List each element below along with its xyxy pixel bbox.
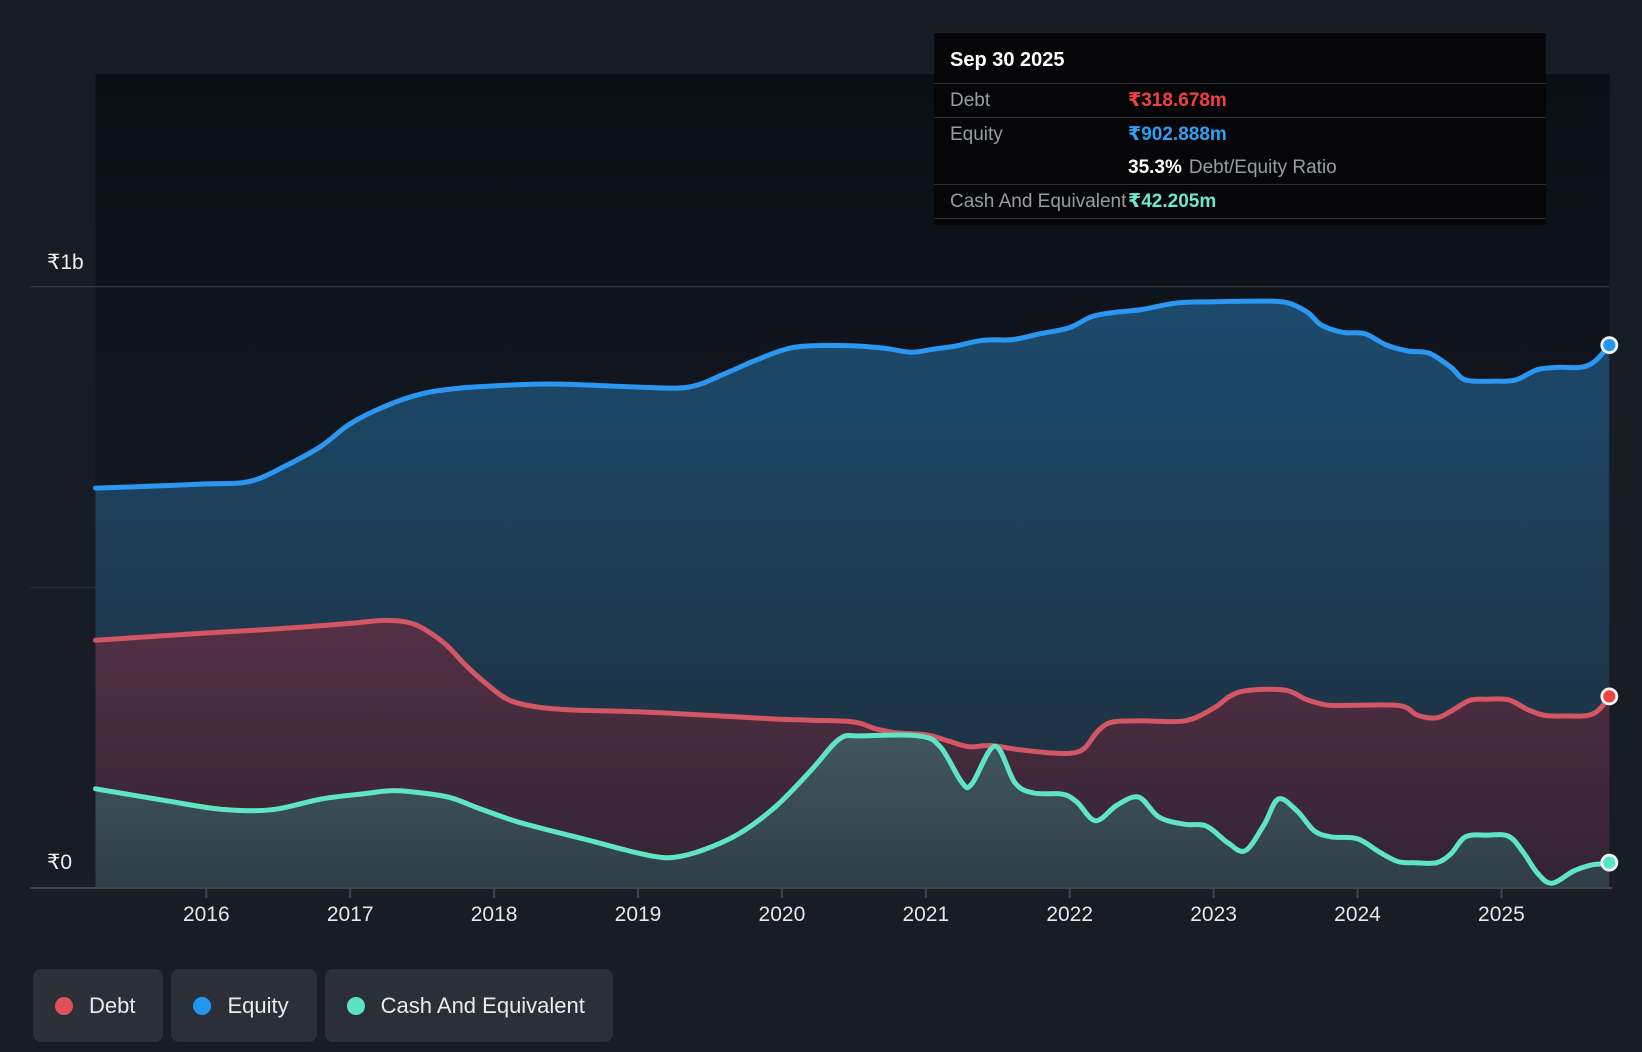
x-axis-label-2019: 2019	[614, 903, 662, 926]
line-debt	[93, 617, 1612, 757]
chart-tooltip: Sep 30 2025 Debt ₹318.678m Equity ₹902.8…	[934, 33, 1546, 225]
line-equity	[93, 298, 1612, 491]
area-cash-and-equivalent	[95, 734, 1610, 888]
x-axis-label-2018: 2018	[470, 903, 518, 926]
line-cash-and-equivalent	[93, 732, 1612, 886]
tooltip-ratio-value: 35.3%	[1128, 156, 1182, 178]
x-axis-label-2025: 2025	[1478, 903, 1525, 926]
x-axis-label-2021: 2021	[902, 903, 950, 926]
tooltip-row-ratio: 35.3% Debt/Equity Ratio	[934, 151, 1546, 185]
tooltip-debt-label: Debt	[950, 89, 991, 111]
tooltip-debt-value: ₹318.678m	[1128, 90, 1227, 111]
endpoint-dot-equity	[1600, 336, 1619, 354]
tooltip-cash-value: ₹42.205m	[1128, 191, 1217, 212]
tooltip-row-cash: Cash And Equivalent ₹42.205m	[934, 185, 1546, 219]
x-axis-label-2016: 2016	[182, 903, 230, 926]
legend-dot-equity	[193, 996, 212, 1015]
legend-label: Debt	[89, 992, 136, 1018]
chart-legend: Debt Equity Cash And Equivalent	[33, 969, 613, 1042]
tooltip-equity-value: ₹902.888m	[1128, 124, 1227, 145]
legend-chip-cash-and-equivalent[interactable]: Cash And Equivalent	[324, 969, 613, 1042]
legend-chip-equity[interactable]: Equity	[171, 969, 317, 1042]
x-axis-label-2023: 2023	[1190, 903, 1237, 926]
legend-dot-cash-and-equivalent	[346, 996, 365, 1015]
endpoint-dot-cash-and-equivalent	[1600, 853, 1619, 872]
x-axis-label-2017: 2017	[326, 903, 374, 926]
x-axis-label-2024: 2024	[1334, 903, 1381, 926]
tooltip-row-equity: Equity ₹902.888m	[934, 118, 1546, 151]
y-axis-label-1b: ₹1b	[47, 251, 84, 274]
x-axis-label-2020: 2020	[758, 903, 806, 926]
tooltip-ratio-label: Debt/Equity Ratio	[1188, 156, 1337, 178]
legend-label: Cash And Equivalent	[380, 992, 585, 1018]
legend-dot-debt	[55, 996, 73, 1015]
y-axis-label-0: ₹0	[47, 851, 73, 874]
legend-label: Equity	[227, 992, 289, 1018]
tooltip-equity-label: Equity	[950, 123, 1003, 145]
tooltip-date: Sep 30 2025	[934, 33, 1546, 84]
tooltip-cash-label: Cash And Equivalent	[950, 190, 1127, 212]
endpoint-dot-debt	[1600, 687, 1619, 706]
legend-chip-debt[interactable]: Debt	[33, 969, 164, 1042]
x-axis-label-2022: 2022	[1046, 903, 1094, 926]
tooltip-row-debt: Debt ₹318.678m	[934, 84, 1546, 118]
